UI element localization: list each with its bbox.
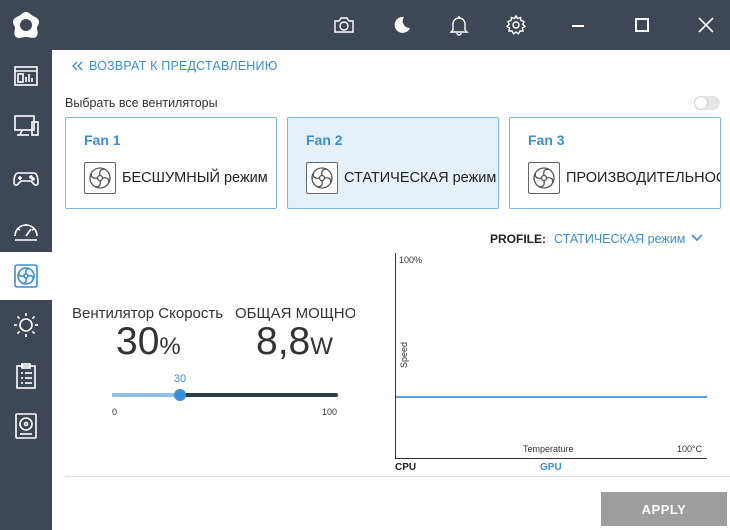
fan-speed-slider[interactable] bbox=[112, 389, 338, 401]
select-all-label: Выбрать все вентиляторы bbox=[65, 96, 218, 110]
clipboard-icon bbox=[16, 363, 36, 389]
back-link[interactable]: ВОЗВРАТ К ПРЕДСТАВЛЕНИЮ bbox=[72, 59, 278, 73]
slider-max-label: 100 bbox=[322, 407, 338, 417]
profile-label: PROFILE: bbox=[490, 232, 546, 246]
sidebar-item-gamepad[interactable] bbox=[0, 154, 52, 202]
close-icon bbox=[698, 17, 714, 33]
slider-min-label: 0 bbox=[112, 407, 118, 417]
fan-icon bbox=[306, 162, 338, 194]
sidebar-item-fan[interactable] bbox=[0, 252, 52, 300]
total-power-label: ОБЩАЯ МОЩНОСТЬ bbox=[235, 305, 355, 322]
profile-value: СТАТИЧЕСКАЯ режим bbox=[554, 232, 686, 246]
gear-icon bbox=[505, 14, 527, 35]
graph-x-axis-label: Temperature bbox=[523, 444, 574, 454]
fan-speed-number: 30 bbox=[116, 320, 160, 363]
fan-card-title: Fan 3 bbox=[528, 132, 565, 148]
storage-icon bbox=[15, 413, 37, 439]
fan-card-mode: БЕСШУМНЫЙ режим bbox=[84, 162, 268, 194]
sidebar-item-gauge[interactable] bbox=[0, 206, 52, 254]
gamepad-icon bbox=[13, 172, 39, 186]
fan-card-mode: ПРОИЗВОДИТЕЛЬНОСТЬ bbox=[528, 162, 720, 194]
fan-mode-label: ПРОИЗВОДИТЕЛЬНОСТЬ bbox=[566, 170, 720, 186]
slider-fill bbox=[112, 393, 180, 397]
fan-card-mode: СТАТИЧЕСКАЯ режим bbox=[306, 162, 496, 194]
title-bar bbox=[52, 0, 730, 50]
fan-card-2[interactable]: Fan 2 СТАТИЧЕСКАЯ режим bbox=[287, 117, 499, 209]
graph-top-label: 100% bbox=[399, 255, 423, 265]
fan-speed-label: Вентилятор Скорость bbox=[72, 305, 224, 322]
theme-button[interactable] bbox=[387, 10, 417, 40]
graph-y-axis-label: Speed bbox=[399, 341, 410, 369]
settings-button[interactable] bbox=[501, 10, 531, 40]
monitor-icon bbox=[14, 115, 39, 136]
maximize-button[interactable] bbox=[627, 10, 657, 40]
fan-card-3[interactable]: Fan 3 ПРОИЗВОДИТЕЛЬНОСТЬ bbox=[509, 117, 721, 209]
select-all-toggle[interactable] bbox=[694, 96, 720, 110]
screenshot-button[interactable] bbox=[329, 10, 359, 40]
sidebar-item-brightness[interactable] bbox=[0, 301, 52, 349]
close-button[interactable] bbox=[691, 10, 721, 40]
tab-gpu[interactable]: GPU bbox=[540, 462, 562, 473]
fan-card-title: Fan 1 bbox=[84, 132, 121, 148]
app-logo bbox=[0, 0, 52, 50]
divider bbox=[65, 476, 730, 477]
profile-selector[interactable]: PROFILE: СТАТИЧЕСКАЯ режим bbox=[490, 232, 685, 246]
sidebar-item-monitor[interactable] bbox=[0, 101, 52, 149]
graph-x-max-label: 100°C bbox=[677, 444, 703, 454]
back-link-label: ВОЗВРАТ К ПРЕДСТАВЛЕНИЮ bbox=[89, 59, 278, 73]
fan-mode-label: СТАТИЧЕСКАЯ режим bbox=[344, 170, 497, 186]
camera-icon bbox=[334, 17, 354, 33]
dashboard-icon bbox=[14, 66, 38, 86]
bell-icon bbox=[449, 16, 469, 36]
fan-mode-label: БЕСШУМНЫЙ режим bbox=[122, 170, 268, 186]
total-power-value: 8,8W bbox=[256, 320, 333, 364]
tab-cpu[interactable]: CPU bbox=[395, 462, 417, 473]
fan-card-title: Fan 2 bbox=[306, 132, 343, 148]
fan-icon bbox=[84, 162, 116, 194]
fan-curve-line bbox=[396, 396, 707, 398]
total-power-number: 8,8 bbox=[256, 320, 311, 363]
sidebar-item-dashboard[interactable] bbox=[0, 52, 52, 100]
minimize-icon bbox=[572, 25, 584, 27]
minimize-button[interactable] bbox=[563, 10, 593, 40]
total-power-unit: W bbox=[310, 333, 333, 360]
sidebar-item-storage[interactable] bbox=[0, 402, 52, 450]
moon-icon bbox=[394, 16, 410, 33]
maximize-icon bbox=[635, 18, 649, 32]
chevron-down-icon[interactable] bbox=[690, 233, 704, 243]
sidebar-item-clipboard[interactable] bbox=[0, 352, 52, 400]
notifications-button[interactable] bbox=[444, 10, 474, 40]
slider-thumb[interactable] bbox=[174, 389, 186, 401]
logo-icon bbox=[13, 12, 39, 38]
slider-value-label: 30 bbox=[173, 373, 187, 385]
sidebar bbox=[0, 0, 52, 530]
fan-speed-value: 30% bbox=[116, 320, 181, 364]
fan-curve-graph[interactable] bbox=[395, 253, 707, 459]
gauge-icon bbox=[14, 224, 38, 241]
fan-icon bbox=[14, 264, 38, 288]
double-chevron-left-icon bbox=[72, 61, 83, 71]
fan-card-1[interactable]: Fan 1 БЕСШУМНЫЙ режим bbox=[65, 117, 277, 209]
fan-speed-unit: % bbox=[159, 333, 181, 360]
brightness-icon bbox=[14, 313, 38, 337]
fan-icon bbox=[528, 162, 560, 194]
apply-button[interactable]: APPLY bbox=[601, 492, 727, 526]
